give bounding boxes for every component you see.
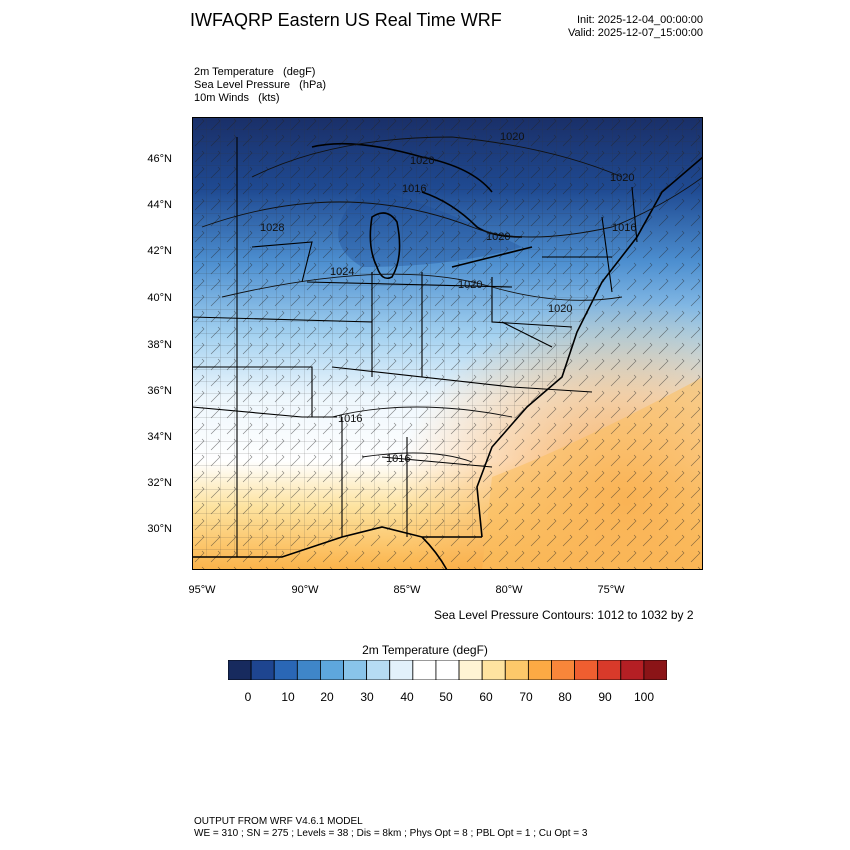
valid-time: Valid: 2025-12-07_15:00:00 bbox=[568, 27, 703, 39]
colorbar-swatch bbox=[551, 660, 575, 680]
colorbar-swatch bbox=[504, 660, 529, 680]
lat-label: 36°N bbox=[147, 385, 172, 397]
contour-label: 1020 bbox=[500, 131, 524, 143]
weather-map: 1020 1020 1020 1028 1024 1020 1020 1020 … bbox=[192, 117, 703, 570]
colorbar-tick: 10 bbox=[281, 690, 295, 704]
colorbar-swatch bbox=[250, 660, 275, 680]
lat-label: 44°N bbox=[147, 199, 172, 211]
map-frame bbox=[192, 117, 703, 570]
colorbar-swatch bbox=[643, 660, 667, 680]
colorbar-tick: 90 bbox=[598, 690, 612, 704]
colorbar-swatch bbox=[343, 660, 368, 680]
init-time: Init: 2025-12-04_00:00:00 bbox=[577, 14, 703, 26]
colorbar-tick: 80 bbox=[558, 690, 572, 704]
lat-label: 42°N bbox=[147, 245, 172, 257]
init-valid-block: Init: 2025-12-04_00:00:00 Valid: 2025-12… bbox=[568, 14, 703, 40]
colorbar-swatch bbox=[320, 660, 344, 680]
colorbar-swatch bbox=[597, 660, 622, 680]
colorbar-swatch bbox=[458, 660, 483, 680]
contour-label: 1016 bbox=[386, 453, 410, 465]
contour-label: 1020 bbox=[486, 231, 510, 243]
colorbar-swatch bbox=[366, 660, 391, 680]
colorbar-swatch bbox=[527, 660, 552, 680]
colorbar-swatch bbox=[389, 660, 414, 680]
field-winds: 10m Winds (kts) bbox=[194, 92, 280, 104]
state-boundaries bbox=[192, 137, 638, 557]
lat-label: 38°N bbox=[147, 339, 172, 351]
field-list: 2m Temperature (degF) Sea Level Pressure… bbox=[194, 66, 326, 105]
contour-label: 1016 bbox=[402, 183, 426, 195]
colorbar-swatch bbox=[228, 660, 252, 680]
colorbar-tick: 60 bbox=[479, 690, 493, 704]
lat-label: 32°N bbox=[147, 477, 172, 489]
colorbar-title: 2m Temperature (degF) bbox=[362, 643, 488, 657]
model-footer: OUTPUT FROM WRF V4.6.1 MODEL WE = 310 ; … bbox=[194, 816, 587, 840]
contour-label: 1020 bbox=[458, 279, 482, 291]
colorbar-swatch bbox=[574, 660, 599, 680]
lat-label: 46°N bbox=[147, 153, 172, 165]
contour-note: Sea Level Pressure Contours: 1012 to 103… bbox=[434, 608, 694, 622]
lat-label: 30°N bbox=[147, 523, 172, 535]
coastlines bbox=[192, 142, 703, 570]
field-pressure: Sea Level Pressure (hPa) bbox=[194, 79, 327, 91]
colorbar-tick: 0 bbox=[244, 690, 252, 704]
colorbar-swatch bbox=[435, 660, 460, 680]
lat-label: 40°N bbox=[147, 292, 172, 304]
lon-label: 90°W bbox=[291, 584, 319, 596]
colorbar-tick: 20 bbox=[320, 690, 334, 704]
colorbar-swatch bbox=[620, 660, 645, 680]
colorbar-tick: 100 bbox=[633, 690, 655, 704]
contour-label: 1020 bbox=[548, 303, 572, 315]
footer-line-config: WE = 310 ; SN = 275 ; Levels = 38 ; Dis … bbox=[194, 828, 588, 839]
contour-label: 1020 bbox=[610, 172, 634, 184]
map-title: IWFAQRP Eastern US Real Time WRF bbox=[190, 10, 502, 30]
colorbar-swatch bbox=[481, 660, 506, 680]
colorbar-tick: 40 bbox=[400, 690, 414, 704]
field-temperature: 2m Temperature (degF) bbox=[194, 66, 316, 78]
colorbar-tick: 50 bbox=[439, 690, 453, 704]
footer-line-model: OUTPUT FROM WRF V4.6.1 MODEL bbox=[194, 816, 363, 827]
lat-label: 34°N bbox=[147, 431, 172, 443]
lon-label: 75°W bbox=[597, 584, 625, 596]
colorbar-swatch bbox=[273, 660, 298, 680]
pressure-contours bbox=[201, 136, 703, 463]
contour-label: 1024 bbox=[330, 266, 354, 278]
contour-label: 1028 bbox=[260, 222, 284, 234]
colorbar-swatch bbox=[412, 660, 437, 680]
lon-label: 80°W bbox=[495, 584, 523, 596]
colorbar-tick: 70 bbox=[519, 690, 533, 704]
lon-label: 85°W bbox=[393, 584, 421, 596]
lon-label: 95°W bbox=[188, 584, 216, 596]
contour-label: 1020 bbox=[410, 155, 434, 167]
colorbar-swatch bbox=[296, 660, 321, 680]
contour-label: 1016 bbox=[612, 222, 636, 234]
colorbar bbox=[228, 660, 667, 680]
colorbar-tick: 30 bbox=[360, 690, 374, 704]
contour-label: 1016 bbox=[338, 413, 362, 425]
